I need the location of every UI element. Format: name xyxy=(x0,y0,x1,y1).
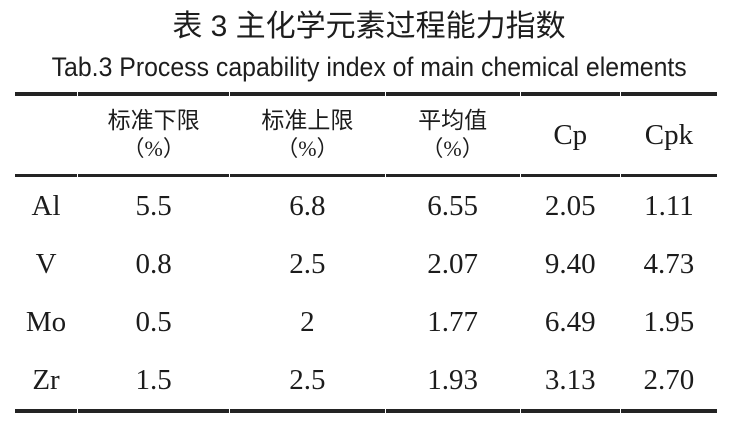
lower-limit-cell: 0.5 xyxy=(135,305,172,338)
header-cell-lower-limit: 标准下限 （%） xyxy=(78,92,230,177)
cpk-cell: 2.70 xyxy=(620,351,717,413)
header-cell-upper-limit: 标准上限 （%） xyxy=(230,92,385,177)
upper-limit-cell: 6.8 xyxy=(289,189,326,222)
header-cell-cpk: Cpk xyxy=(620,92,717,177)
cp-cell: 9.40 xyxy=(544,247,596,280)
header-cell-cp: Cp xyxy=(520,92,620,177)
table-row-mo: Mo 0.5 2 1.77 6.49 1.95 xyxy=(15,293,717,351)
header-label-cpk: Cpk xyxy=(644,119,694,151)
mean-cell: 2.07 xyxy=(427,247,478,280)
header-label-mean: 平均值 xyxy=(418,108,488,133)
lower-limit-cell: 0.8 xyxy=(135,247,172,280)
cpk-cell: 1.11 xyxy=(644,189,694,222)
table-row-zr: Zr 1.5 2.5 1.93 3.13 2.70 xyxy=(15,351,717,413)
upper-limit-cell: 2.5 xyxy=(230,351,385,413)
table-row-v: V 0.8 2.5 2.07 9.40 4.73 xyxy=(15,235,717,293)
cp-cell: 2.05 xyxy=(544,189,596,222)
header-cell-mean: 平均值 （%） xyxy=(385,92,520,177)
lower-limit-cell: 5.5 xyxy=(135,189,172,222)
header-cell-element xyxy=(15,92,78,177)
table-caption-en: Tab.3 Process capability index of main c… xyxy=(0,48,738,86)
cp-cell: 6.49 xyxy=(544,305,596,338)
mean-cell: 6.55 xyxy=(427,189,478,222)
header-label-upper-limit: 标准上限 xyxy=(261,108,354,133)
element-cell: Mo xyxy=(25,305,67,338)
process-capability-table: 标准下限 （%） 标准上限 （%） 平均值 （%） Cp Cpk xyxy=(14,92,718,413)
cpk-cell: 1.95 xyxy=(643,305,695,338)
element-cell: Zr xyxy=(15,351,78,413)
mean-cell: 1.77 xyxy=(427,305,478,338)
header-label-cp: Cp xyxy=(553,119,588,151)
cpk-cell: 4.73 xyxy=(643,247,695,280)
table-row-al: Al 5.5 6.8 6.55 2.05 1.11 xyxy=(15,177,717,235)
header-row: 标准下限 （%） 标准上限 （%） 平均值 （%） Cp Cpk xyxy=(15,92,717,177)
header-unit-mean: （%） xyxy=(421,136,484,161)
header-unit-lower-limit: （%） xyxy=(122,136,185,161)
lower-limit-cell: 1.5 xyxy=(78,351,230,413)
header-unit-upper-limit: （%） xyxy=(276,136,339,161)
table-caption-en-text: Tab.3 Process capability index of main c… xyxy=(51,52,687,82)
upper-limit-cell: 2 xyxy=(300,305,315,338)
upper-limit-cell: 2.5 xyxy=(289,247,326,280)
table-caption-zh: 表 3 主化学元素过程能力指数 xyxy=(172,10,566,43)
mean-cell: 1.93 xyxy=(385,351,520,413)
element-cell: V xyxy=(35,247,57,280)
cp-cell: 3.13 xyxy=(520,351,620,413)
element-cell: Al xyxy=(31,189,61,222)
header-label-lower-limit: 标准下限 xyxy=(107,108,200,133)
